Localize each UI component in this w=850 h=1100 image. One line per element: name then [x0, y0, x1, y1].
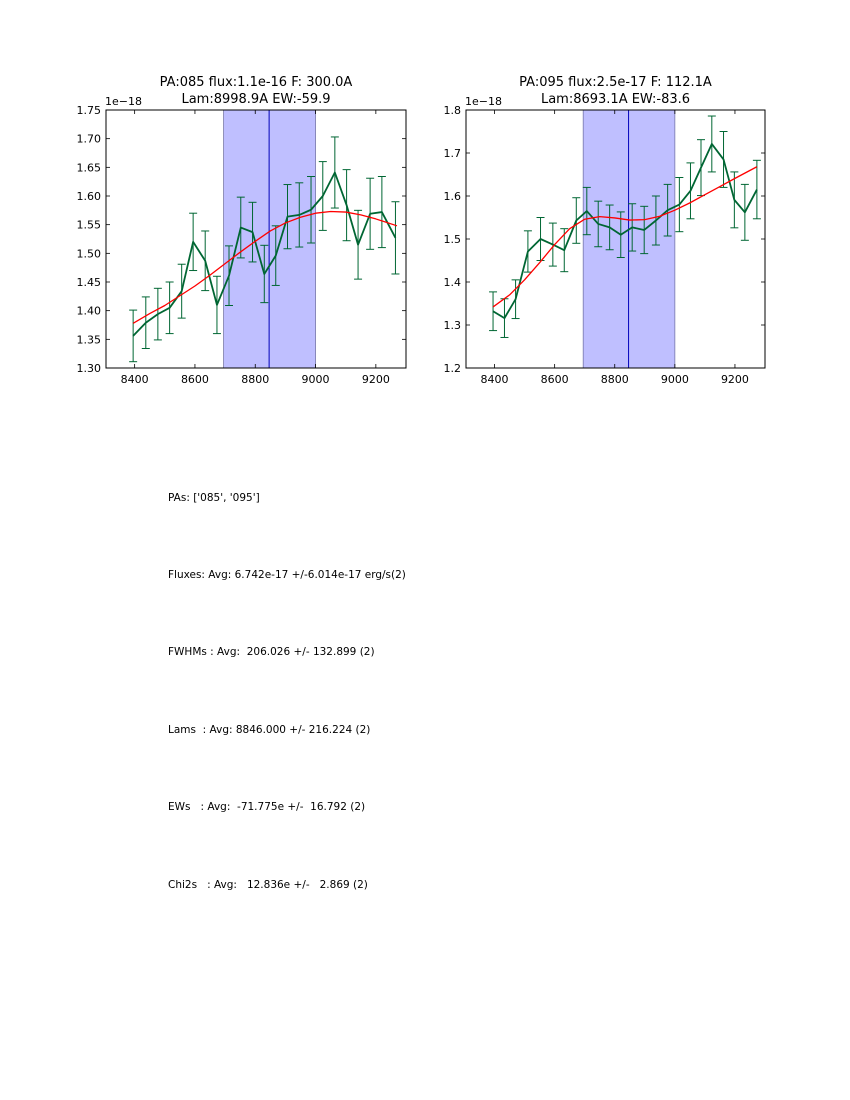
chart-panel-pa085: 1.30 1.35 1.40 1.45 1.50 1.55 1.60 1.65 1.70 1.75…: [77, 75, 407, 386]
y-tick-label: 1.30: [77, 362, 102, 375]
y-offset-label: 1e−18: [465, 95, 502, 108]
y-tick-label: 1.7: [444, 147, 462, 160]
summary-chi2s: Chi2s : Avg: 12.836e +/- 2.869 (2): [168, 878, 368, 891]
x-tick-label: 8600: [181, 373, 209, 386]
x-tick-label: 8400: [481, 373, 509, 386]
y-tick-label: 1.50: [77, 247, 102, 260]
summary-fwhms: FWHMs : Avg: 206.026 +/- 132.899 (2): [168, 646, 375, 659]
y-offset-label: 1e−18: [105, 95, 142, 108]
x-tick-label: 8800: [241, 373, 269, 386]
chart-title-line1: PA:095 flux:2.5e-17 F: 112.1A: [519, 75, 712, 90]
y-tick-label: 1.75: [77, 104, 102, 117]
fit-curve-line: [132, 210, 398, 324]
summary-lams: Lams : Avg: 8846.000 +/- 216.224 (2): [168, 723, 371, 736]
x-tick-label: 9000: [661, 373, 689, 386]
x-tick-label: 9200: [362, 373, 390, 386]
y-tick-label: 1.5: [444, 233, 462, 246]
y-tick-label: 1.4: [444, 276, 462, 289]
x-tick-label: 9200: [721, 373, 749, 386]
y-tick-label: 1.6: [444, 190, 462, 203]
chart-title-line2: Lam:8693.1A EW:-83.6: [541, 92, 690, 107]
x-tick-label: 8400: [121, 373, 149, 386]
error-bar: [752, 159, 761, 220]
y-tick-label: 1.45: [77, 276, 102, 289]
chart-title-line2: Lam:8998.9A EW:-59.9: [181, 92, 330, 107]
y-tick-label: 1.35: [77, 333, 102, 346]
summary-fluxes: Fluxes: Avg: 6.742e-17 +/-6.014e-17 erg/…: [168, 568, 406, 581]
y-tick-label: 1.60: [77, 190, 102, 203]
x-tick-label: 8800: [601, 373, 629, 386]
y-tick-label: 1.3: [444, 319, 462, 332]
y-tick-label: 1.55: [77, 219, 102, 232]
y-tick-label: 1.8: [444, 104, 462, 117]
data-series-line: [492, 143, 758, 320]
summary-pas: PAs: ['085', '095']: [168, 491, 260, 504]
chart-title-line1: PA:085 flux:1.1e-16 F: 300.0A: [160, 75, 353, 90]
axes-frame: [105, 109, 407, 369]
x-tick-label: 9000: [302, 373, 330, 386]
y-tick-label: 1.70: [77, 133, 102, 146]
summary-block: PAs: ['085', '095'] Fluxes: Avg: 6.742e-…: [168, 434, 406, 924]
y-tick-label: 1.65: [77, 161, 102, 174]
summary-ews: EWs : Avg: -71.775e +/- 16.792 (2): [168, 801, 366, 814]
chart-panel-pa095: 1.2 1.3 1.4 1.5 1.6 1.7 1.8 8400 8600 8800 9000 920…: [444, 75, 766, 386]
fit-curve-line: [492, 166, 758, 308]
x-tick-label: 8600: [541, 373, 569, 386]
y-tick-label: 1.40: [77, 305, 102, 318]
y-tick-label: 1.2: [444, 362, 462, 375]
